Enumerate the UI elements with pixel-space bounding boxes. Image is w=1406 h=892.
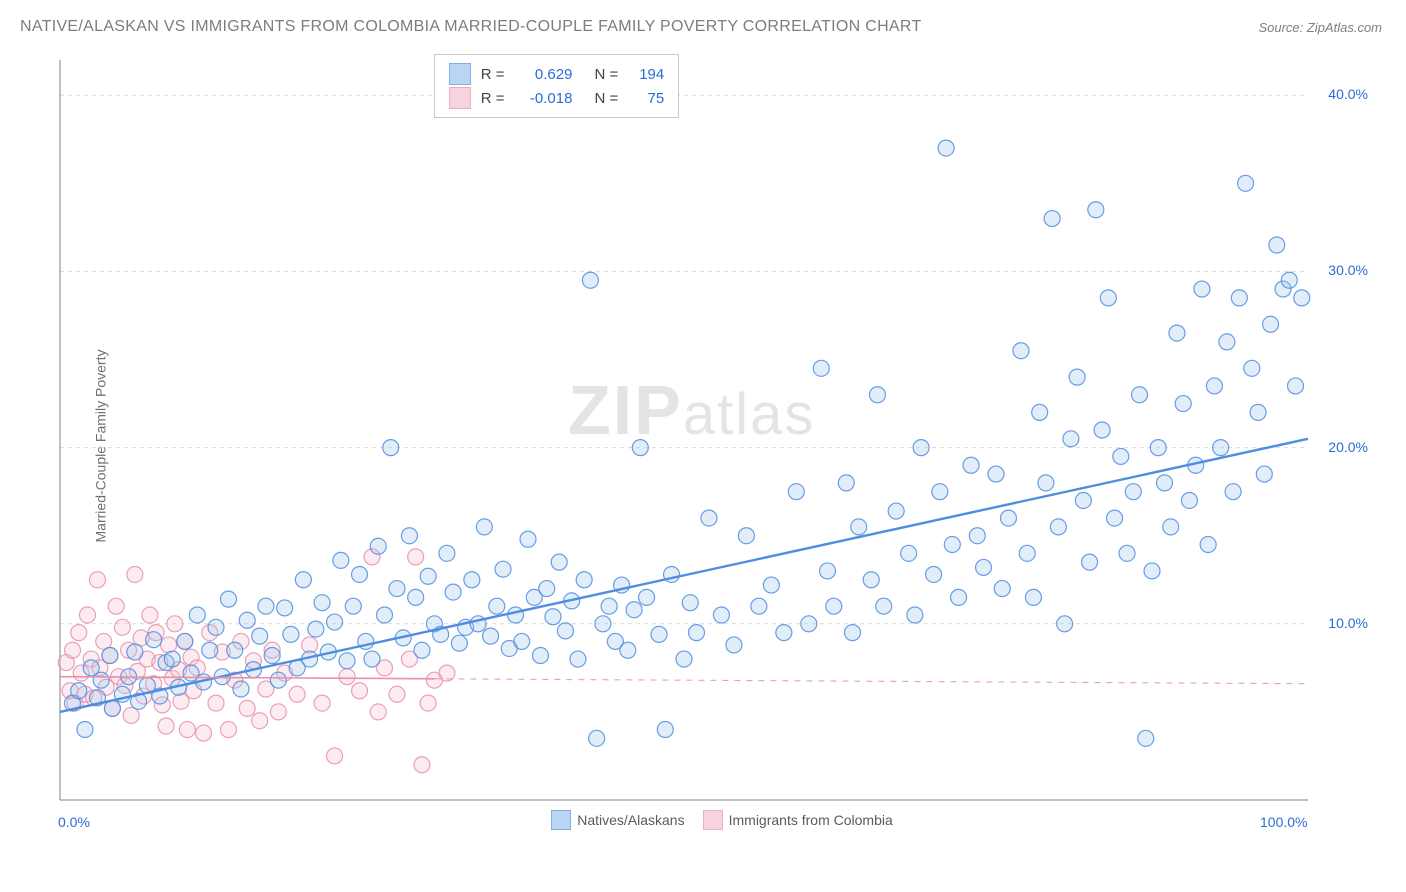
plot-area: ZIPatlas R =0.629N =194R =-0.018N =75 10… [48,50,1378,840]
n-value: 75 [628,90,664,107]
n-label: N = [594,90,618,107]
y-tick-label: 30.0% [1328,262,1368,278]
chart-container: NATIVE/ALASKAN VS IMMIGRANTS FROM COLOMB… [0,0,1406,892]
r-value: -0.018 [514,90,572,107]
r-label: R = [481,90,505,107]
legend-swatch [449,63,471,85]
y-tick-label: 20.0% [1328,439,1368,455]
r-label: R = [481,66,505,83]
source-label: Source: ZipAtlas.com [1258,20,1382,35]
chart-title: NATIVE/ALASKAN VS IMMIGRANTS FROM COLOMB… [20,18,922,36]
y-tick-label: 40.0% [1328,86,1368,102]
legend-swatch [449,87,471,109]
plot-svg [48,50,1378,840]
correlation-legend: R = 0.629 N = 194 R = -0.018 N = 75 [434,54,680,118]
series-legend: Natives/Alaskans Immigrants from Colombia [48,810,1378,830]
r-value: 0.629 [514,66,572,83]
legend-stat-row: R = 0.629 N = 194 [449,63,665,85]
legend-swatch [703,810,723,830]
legend-label: Natives/Alaskans [577,812,684,828]
y-tick-label: 10.0% [1328,615,1368,631]
n-value: 194 [628,66,664,83]
legend-swatch [551,810,571,830]
legend-label: Immigrants from Colombia [729,812,893,828]
legend-stat-row: R = -0.018 N = 75 [449,87,665,109]
n-label: N = [594,66,618,83]
